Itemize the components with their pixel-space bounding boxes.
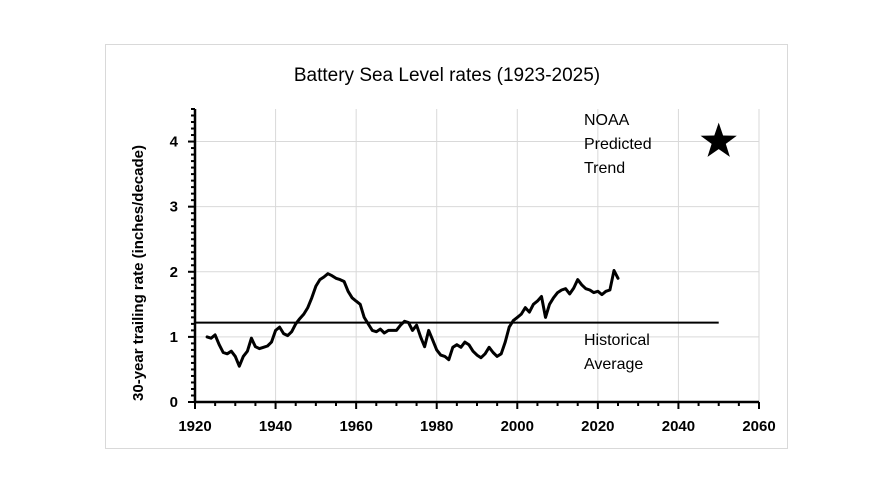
x-tick-label-1940: 1940 <box>259 418 292 435</box>
x-tick-label-1960: 1960 <box>339 418 372 435</box>
x-tick-label-1980: 1980 <box>420 418 453 435</box>
x-tick-label-2040: 2040 <box>662 418 695 435</box>
chart-title: Battery Sea Level rates (1923-2025) <box>294 65 600 86</box>
y-tick-label-3: 3 <box>170 199 178 216</box>
prediction-label-line1: NOAA <box>584 112 630 129</box>
prediction-star-icon <box>700 122 737 157</box>
y-tick-label-1: 1 <box>170 329 178 346</box>
series-line-0 <box>205 269 620 368</box>
y-tick-label-4: 4 <box>170 134 179 151</box>
average-label: Historical Average <box>584 332 654 373</box>
prediction-label-line3: Trend <box>584 160 625 177</box>
average-label-line1: Historical <box>584 332 650 349</box>
tick-labels: 1920 1940 1960 1980 2000 2020 2040 2060 0 1 2 3 4 <box>170 134 776 435</box>
x-tick-label-1920: 1920 <box>178 418 211 435</box>
axes <box>188 108 760 409</box>
y-axis-label: 30-year trailing rate (inches/decade) <box>130 145 147 401</box>
y-tick-label-0: 0 <box>170 394 178 411</box>
x-tick-label-2000: 2000 <box>501 418 534 435</box>
chart-frame: Battery Sea Level rates (1923-2025) 1920… <box>105 44 788 449</box>
average-label-line2: Average <box>584 356 643 373</box>
gridlines <box>195 109 760 402</box>
prediction-label-line2: Predicted <box>584 136 652 153</box>
x-tick-label-2020: 2020 <box>581 418 614 435</box>
prediction-marker <box>700 122 737 157</box>
chart-svg: Battery Sea Level rates (1923-2025) 1920… <box>130 65 776 435</box>
x-tick-label-2060: 2060 <box>742 418 775 435</box>
prediction-label: NOAA Predicted Trend <box>584 112 656 177</box>
series-layer <box>205 269 620 368</box>
y-tick-label-2: 2 <box>170 264 178 281</box>
